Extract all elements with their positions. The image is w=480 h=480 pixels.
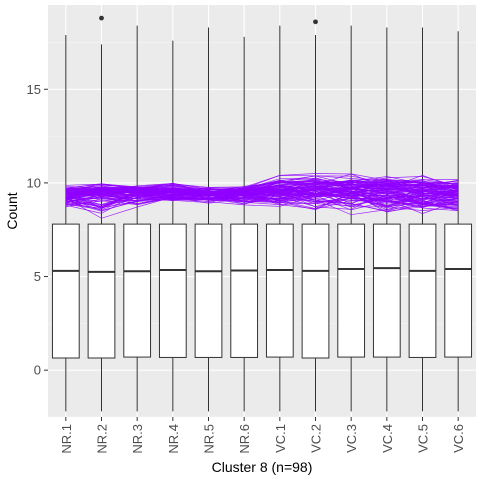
x-tick-label: NR.3 xyxy=(130,424,145,454)
y-tick-label: 15 xyxy=(27,82,41,97)
box-NR.5 xyxy=(194,223,223,358)
x-tick-label: VC.6 xyxy=(451,424,466,453)
x-tick-label: NR.4 xyxy=(166,424,181,454)
minor-gridlines xyxy=(48,42,476,418)
box-NR.4 xyxy=(158,223,187,358)
profile-line xyxy=(65,191,459,205)
x-tick-label: VC.5 xyxy=(416,424,431,453)
profile-lines xyxy=(65,173,459,219)
y-tick-label: 0 xyxy=(34,363,41,378)
boxes xyxy=(51,223,473,359)
y-tick-label: 5 xyxy=(34,269,41,284)
profile-line xyxy=(65,180,459,197)
x-tick-label: VC.1 xyxy=(273,424,288,453)
y-axis-title: Count xyxy=(4,192,20,229)
box-VC.6 xyxy=(444,223,473,358)
x-tick-label: NR.1 xyxy=(59,424,74,454)
box-NR.2 xyxy=(87,223,116,359)
outlier-point xyxy=(99,15,104,21)
profile-line xyxy=(65,191,459,214)
x-axis-title: Cluster 8 (n=98) xyxy=(212,459,313,475)
plot-panel xyxy=(48,5,476,417)
profile-line xyxy=(65,181,459,195)
profile-line xyxy=(65,179,459,198)
box-VC.4 xyxy=(372,223,401,358)
outliers xyxy=(99,15,318,25)
profile-line xyxy=(65,187,459,203)
box-NR.3 xyxy=(123,223,152,358)
profile-line xyxy=(65,182,459,196)
x-tick-label: VC.3 xyxy=(344,424,359,453)
y-axis: 0 5 10 15 xyxy=(27,82,48,378)
box-NR.1 xyxy=(51,223,80,359)
x-tick-label: VC.4 xyxy=(380,424,395,453)
y-tick-label: 10 xyxy=(27,175,41,190)
profile-line xyxy=(65,192,459,219)
outlier-point xyxy=(313,19,318,25)
x-tick-label: NR.2 xyxy=(95,424,110,454)
profile-line xyxy=(65,194,459,209)
x-axis: NR.1 NR.2 NR.3 NR.4 NR.5 NR.6 VC.1 VC.2 VC.3 VC.4… xyxy=(59,417,466,454)
x-tick-label: NR.5 xyxy=(202,424,217,454)
box-NR.6 xyxy=(230,223,259,358)
profile-line xyxy=(65,196,459,216)
box-VC.1 xyxy=(265,223,294,358)
x-tick-label: NR.6 xyxy=(237,424,252,454)
box-VC.5 xyxy=(408,223,437,358)
box-VC.2 xyxy=(301,223,330,359)
box-VC.3 xyxy=(337,223,366,358)
x-tick-label: VC.2 xyxy=(309,424,324,453)
